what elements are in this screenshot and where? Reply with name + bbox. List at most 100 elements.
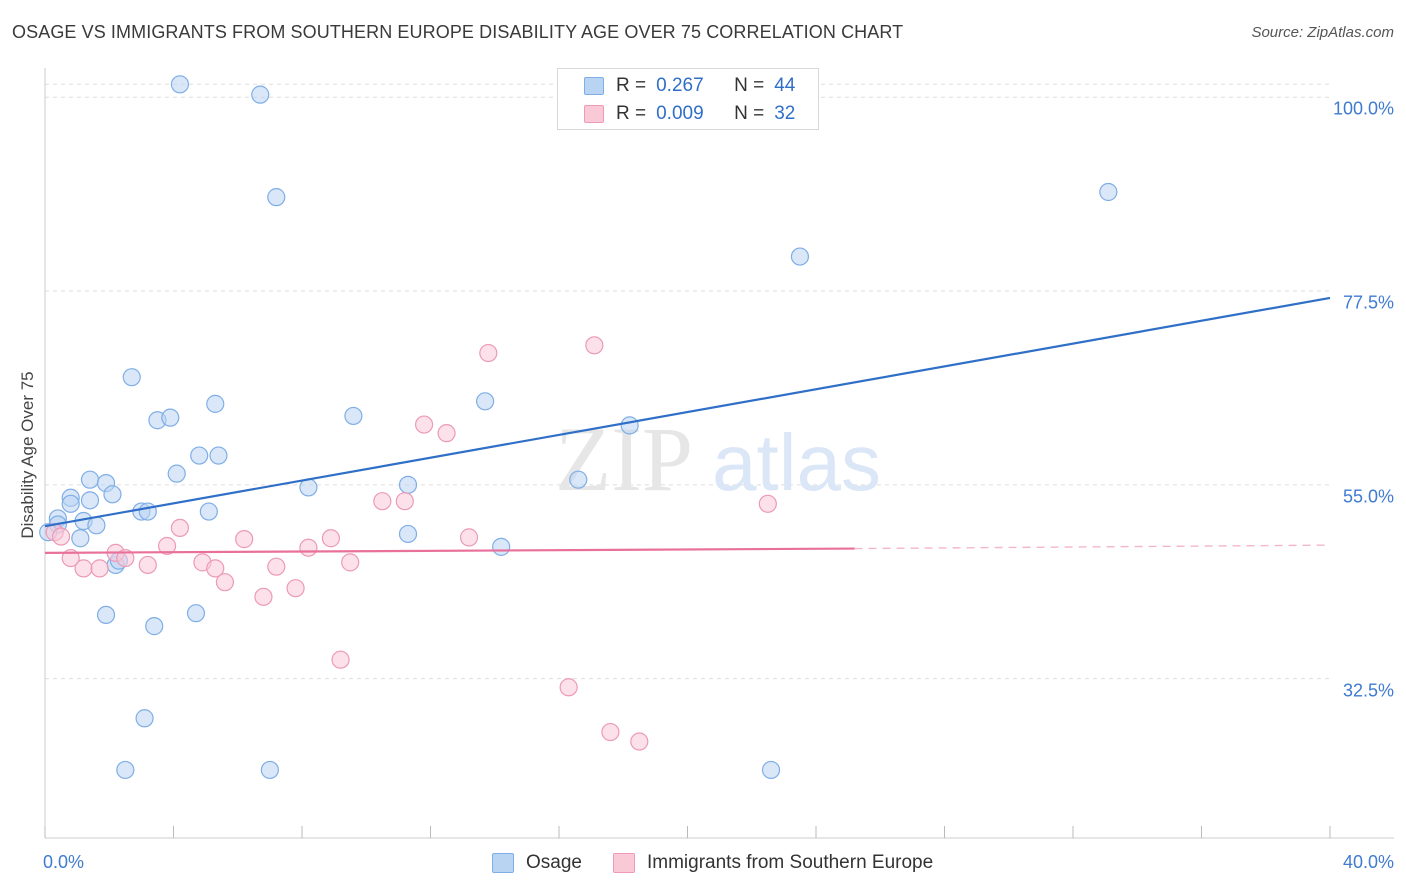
point-0-1 [251,85,270,104]
point-0-37 [145,617,164,636]
chart-title: OSAGE VS IMMIGRANTS FROM SOUTHERN EUROPE… [12,22,904,42]
point-0-28 [199,502,218,521]
stats-row-immigrants: R = 0.009 N = 32 [558,101,795,127]
point-0-14 [167,464,186,483]
point-0-7 [161,408,180,427]
watermark: ZIP atlas [555,408,881,510]
point-0-16 [80,470,100,489]
point-0-31 [71,529,90,548]
n-label: N = [734,103,765,124]
y-tick-label: 100.0% [1332,98,1394,119]
point-0-9 [344,406,363,426]
point-0-8 [206,394,225,413]
source-label: Source: ZipAtlas.com [1251,24,1394,41]
y-tick-label: 77.5% [1342,292,1394,313]
point-0-40 [116,760,135,780]
legend-item-immigrants[interactable]: Immigrants from Southern Europe [613,852,933,874]
point-1-4 [90,559,109,578]
point-1-26 [331,650,350,669]
trend-extension-1 [854,544,1331,550]
legend-item-osage[interactable]: Osage [492,852,582,874]
point-0-11 [620,416,639,435]
point-1-3 [74,559,93,578]
trend-line-1 [44,547,855,554]
point-0-25 [87,516,106,535]
stats-row-osage: R = 0.267 N = 44 [558,73,795,99]
point-1-12 [215,573,234,592]
point-1-30 [630,732,649,751]
trend-layer [44,296,1331,554]
series-1 [45,336,777,751]
point-0-19 [80,491,100,510]
point-0-5 [122,368,141,387]
point-1-9 [170,518,190,538]
point-0-2 [267,188,286,207]
point-1-24 [459,528,479,547]
y-tick-label: 32.5% [1342,680,1394,701]
x-tick-label-min: 0.0% [43,852,85,872]
osage-swatch [584,77,604,95]
r-label: R = [616,103,647,124]
trend-line-0 [44,296,1331,528]
r-label: R = [616,75,647,96]
point-1-7 [138,555,157,575]
legend-label-immigrants: Immigrants from Southern Europe [647,852,934,873]
gridlines [45,83,1332,680]
point-1-17 [299,538,318,557]
point-1-21 [395,492,414,511]
point-0-10 [476,392,495,411]
y-axis-label: Disability Age Over 75 [18,371,37,539]
legend-label-osage: Osage [526,852,582,873]
point-0-21 [61,494,80,513]
point-1-25 [479,343,498,363]
immigrants-swatch [584,105,604,123]
point-0-27 [138,502,157,521]
point-1-13 [235,530,254,549]
r-value: 0.267 [656,75,704,96]
n-value: 44 [774,75,796,96]
stats-legend: R = 0.267 N = 44 R = 0.009 N = 32 [557,68,819,130]
point-1-27 [559,678,578,697]
n-value: 32 [774,103,796,124]
point-0-15 [398,475,418,494]
point-1-1 [51,527,71,546]
point-0-33 [492,537,511,556]
point-1-18 [321,529,341,548]
axes [44,68,1394,839]
point-0-41 [260,760,279,780]
point-1-23 [437,424,456,443]
point-0-43 [569,470,588,489]
point-0-13 [209,446,228,465]
point-1-31 [758,494,777,513]
point-1-11 [206,559,225,578]
point-1-8 [157,536,177,556]
point-0-18 [103,485,122,504]
point-0-4 [790,247,810,266]
osage-legend-swatch [492,853,514,873]
point-1-22 [414,415,434,434]
y-tick-label: 55.0% [1342,486,1394,507]
immigrants-legend-swatch [613,853,635,873]
point-0-36 [96,605,116,625]
point-1-28 [585,336,604,355]
point-1-20 [373,492,392,511]
point-0-39 [135,709,154,728]
r-value: 0.009 [656,103,704,124]
point-1-16 [286,579,305,598]
point-1-14 [254,587,273,606]
point-1-15 [267,557,286,576]
point-1-29 [601,722,620,742]
point-1-19 [341,553,360,572]
x-tick-label-max: 40.0% [1342,852,1394,872]
point-0-38 [186,604,206,623]
point-1-6 [116,548,135,568]
point-0-0 [170,75,190,94]
n-label: N = [734,75,765,96]
point-0-3 [1099,182,1118,202]
point-0-12 [190,446,209,465]
watermark-atlas: atlas [712,418,881,507]
point-0-32 [398,524,418,544]
point-0-42 [761,760,781,780]
bottom-legend: Osage Immigrants from Southern Europe [0,852,1406,878]
